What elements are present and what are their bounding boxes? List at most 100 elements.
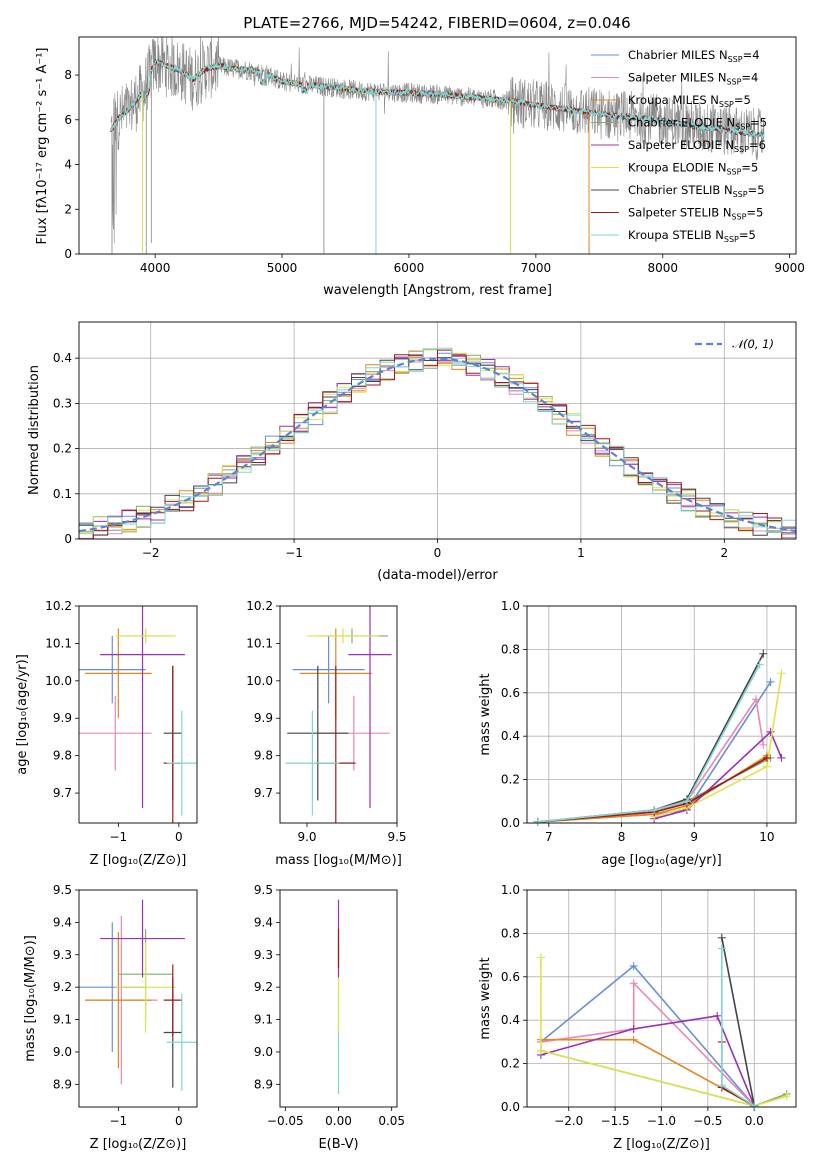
legend-entry: Salpeter STELIB NSSP=5 [628,206,763,222]
x-axis-label: Z [log₁₀(Z/Z⊙)] [613,1137,710,1152]
x-axis-label: Z [log₁₀(Z/Z⊙)] [90,1137,187,1152]
x-tick-label: 9000 [774,261,805,275]
legend-entry: Chabrier STELIB NSSP=5 [628,183,765,199]
weight-line [537,757,768,823]
weight-marker [629,1024,638,1033]
y-axis-label: Flux [fλ10⁻¹⁷ erg cm⁻² s⁻¹ A⁻¹] [35,48,50,245]
weight-marker [717,933,726,942]
y-axis-label: Normed distribution [27,365,42,495]
y-tick-label: 10.0 [246,674,273,688]
y-tick-label: 9.4 [254,915,273,929]
y-tick-label: 8.9 [53,1077,72,1091]
legend-entry: Salpeter ELODIE NSSP=6 [628,138,766,154]
weight-line [540,1015,756,1107]
y-tick-label: 9.8 [53,749,72,763]
y-tick-label: 9.2 [53,980,72,994]
y-tick-label: 10.1 [246,636,273,650]
residual-histogram [79,349,796,539]
weight-marker [629,979,638,988]
x-tick-label: 0.05 [378,1114,405,1128]
x-tick-label: 5000 [267,261,298,275]
weight-marker [650,805,659,814]
mass-vs-Z-frame [78,889,198,1108]
x-axis-label: mass [log₁₀(M/M⊙)] [275,853,402,868]
weight-line [540,1049,787,1107]
x-tick-label: 2 [720,546,728,560]
y-tick-label: 9.3 [254,948,273,962]
x-tick-label: 9.0 [297,830,316,844]
weight-marker [536,1046,545,1055]
legend-entry: Kroupa MILES NSSP=5 [628,93,751,109]
y-tick-label: 9.1 [254,1013,273,1027]
model-spectrum [110,58,765,140]
x-tick-label: −0.05 [267,1114,304,1128]
y-tick-label: 0 [64,247,72,261]
y-tick-label: 0.3 [53,396,72,410]
x-tick-label: 0 [434,546,442,560]
x-axis-label: Z [log₁₀(Z/Z⊙)] [90,853,187,868]
weight-line [537,681,772,823]
weight-line [653,673,783,818]
y-tick-label: 0.4 [501,1013,520,1027]
x-tick-label: 4000 [140,261,171,275]
x-tick-label: 0 [175,1114,183,1128]
y-axis-label: mass [log₁₀(M/M⊙)] [23,935,38,1062]
y-tick-label: 0.0 [501,1100,520,1114]
weight-vs-age-frame [526,605,797,824]
y-tick-label: 0.1 [53,487,72,501]
y-axis-label: mass weight [478,673,493,755]
legend-entry: Kroupa ELODIE NSSP=5 [628,161,758,177]
normal-curve [79,357,796,533]
x-tick-label: −1.0 [647,1114,676,1128]
mass-vs-ebv-frame [279,889,398,1108]
y-tick-label: 1.0 [501,599,520,613]
y-tick-label: 9.0 [254,1045,273,1059]
weight-marker [750,1101,759,1110]
legend-entry: Salpeter MILES NSSP=4 [628,71,758,87]
x-tick-label: −1 [285,546,303,560]
x-tick-label: 9 [690,830,698,844]
weight-marker [766,677,775,686]
weight-marker [766,727,775,736]
axes-age-vs-mass: 9.0 9.5 9.7 9.8 9.9 10.0 10.1 10.2 [246,599,406,844]
weight-line [540,957,787,1107]
legend: Chabrier MILES NSSP=4 Salpeter MILES NSSP… [591,48,767,244]
y-tick-label: 9.5 [53,883,72,897]
weight-marker [752,695,761,704]
x-axis-label: age [log₁₀(age/yr)] [601,853,722,868]
x-tick-label: −2 [142,546,160,560]
y-tick-label: 9.5 [254,883,273,897]
x-tick-label: 10 [759,830,774,844]
weight-marker [759,740,768,749]
legend-entry: Kroupa STELIB NSSP=5 [628,228,756,244]
weight-marker [755,660,764,669]
weight-marker [682,797,691,806]
age-vs-Z-frame [78,605,198,824]
legend-entry: Chabrier ELODIE NSSP=5 [628,116,767,132]
axes-spectrum: 4000 5000 6000 7000 8000 9000 0 2 4 6 8 [64,37,805,275]
y-tick-label: 9.1 [53,1013,72,1027]
y-tick-label: 0.8 [501,926,520,940]
weight-marker [629,1035,638,1044]
x-tick-label: −0.5 [693,1114,722,1128]
y-tick-label: 10.0 [45,674,72,688]
y-tick-label: 0.0 [501,816,520,830]
weight-marker [536,953,545,962]
spectrum-frame [78,36,797,255]
y-tick-label: 9.9 [254,711,273,725]
y-axis-label: mass weight [478,957,493,1039]
x-tick-label: 8000 [647,261,678,275]
y-tick-label: 8.9 [254,1077,273,1091]
weight-marker [533,817,542,826]
weight-marker [762,762,771,771]
weight-vs-Z-frame [526,889,797,1108]
y-tick-label: 9.9 [53,711,72,725]
x-axis-label: (data-model)/error [377,568,498,583]
axes-age-vs-Z: −1 0 9.7 9.8 9.9 10.0 10.1 10.2 [45,599,197,844]
weight-marker [717,944,726,953]
axes-mass-vs-ebv: −0.05 0.00 0.05 8.9 9.0 9.1 9.2 9.3 9.4 9.5 [254,883,405,1128]
weight-marker [777,753,786,762]
weight-marker [717,1081,726,1090]
x-tick-label: 1 [577,546,585,560]
axes-weight-vs-age: 7 8 9 10 0.0 0.2 0.4 0.6 0.8 1.0 [501,599,796,844]
